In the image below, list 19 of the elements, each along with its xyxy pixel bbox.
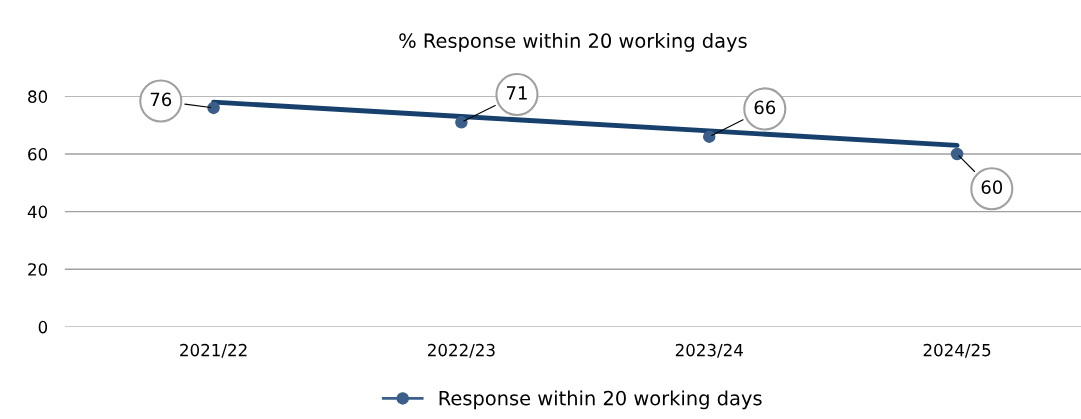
legend-label: Response within 20 working days — [439, 390, 762, 410]
y-tick-label: 40 — [27, 205, 48, 219]
point — [207, 101, 220, 115]
point — [702, 130, 716, 143]
y-tick-label: 20 — [28, 263, 48, 276]
data-label: 66 — [754, 100, 776, 115]
data-label: 76 — [150, 92, 172, 107]
x-tick-label: 2023/24 — [675, 343, 743, 358]
y-tick-label: 60 — [28, 147, 48, 161]
y-tick-label: 0 — [38, 320, 48, 334]
x-tick-label: 2022/23 — [428, 343, 495, 358]
point — [950, 147, 964, 161]
x-tick-label: 2021/22 — [180, 343, 247, 358]
data-label: 71 — [506, 86, 527, 100]
y-tick-label: 80 — [28, 90, 48, 103]
data-label: 60 — [981, 180, 1003, 194]
x-tick-label: 2024/25 — [923, 343, 991, 358]
chart-title: % Response within 20 working days — [399, 32, 747, 52]
point — [455, 116, 468, 129]
